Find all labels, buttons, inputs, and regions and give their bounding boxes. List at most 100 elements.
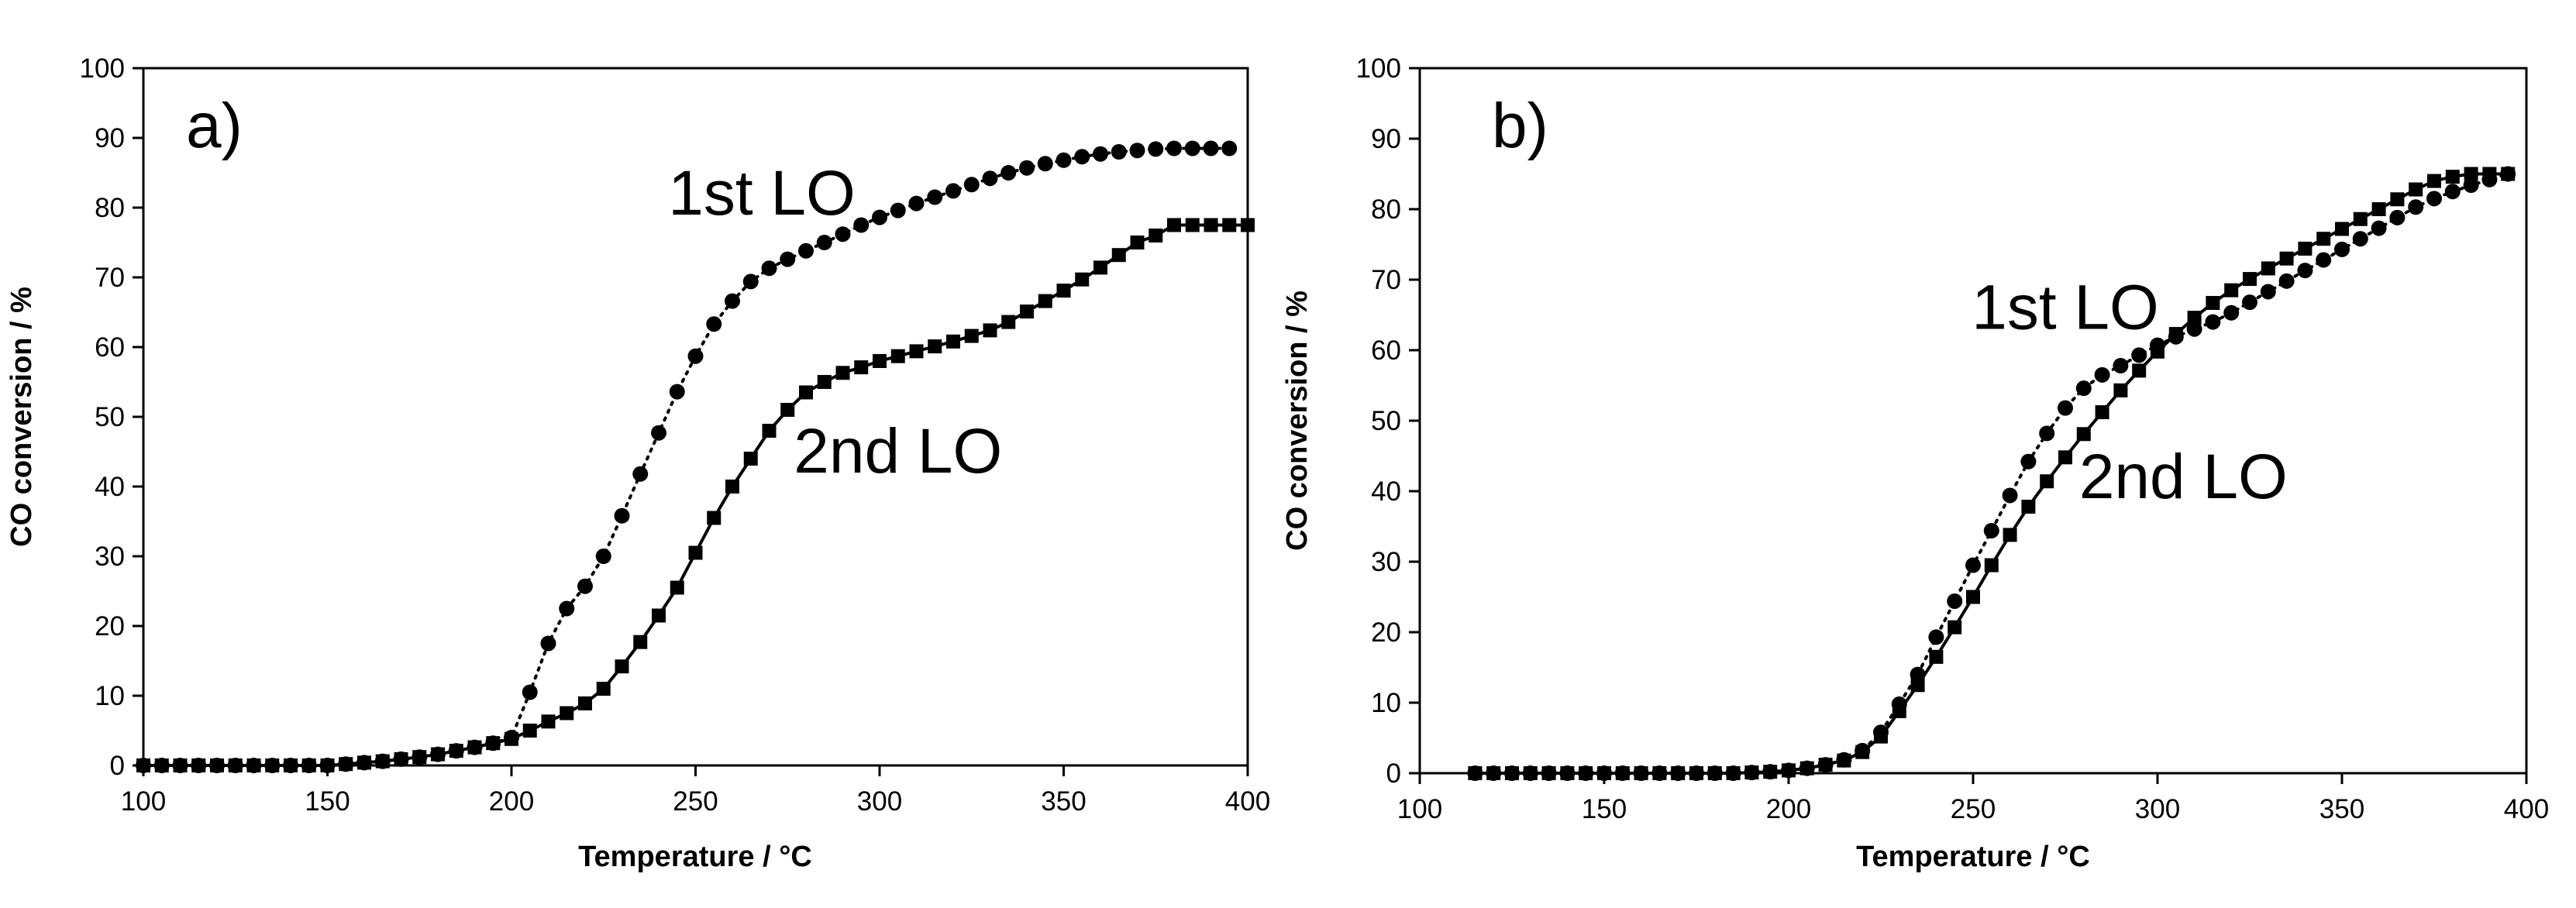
data-point-square [799,385,813,400]
series-annotation-a: 2nd LO [794,416,1002,487]
data-point-square [1001,315,1016,329]
y-tick-label-b: 10 [1371,688,1401,718]
data-point-square [2298,241,2313,256]
data-point-square [2353,212,2368,226]
series-annotation-a: 1st LO [668,158,856,229]
data-point-square [1929,649,1944,664]
data-point-circle [1148,141,1164,157]
data-point-circle [687,348,704,364]
data-point-circle [2223,304,2240,321]
data-point-square [2187,311,2202,325]
data-point-square [1799,761,1814,776]
data-point-square [1505,766,1519,780]
x-tick-label-b: 350 [2319,794,2364,824]
data-point-circle [2186,321,2202,337]
data-point-square [2409,182,2423,197]
data-point-square [449,744,463,758]
y-tick-label-b: 20 [1371,617,1401,648]
series-line-0-a [142,146,1231,767]
data-point-circle [1056,152,1072,168]
data-point-circle [614,507,630,524]
data-point-square [2261,261,2275,276]
data-point-square [431,747,445,762]
data-point-circle [522,684,538,700]
data-point-circle [2131,347,2147,363]
data-point-circle [1928,629,1944,645]
data-point-square [1634,766,1648,780]
data-point-square [301,758,316,772]
data-point-circle [1111,144,1127,160]
data-point-square [1075,272,1090,287]
data-point-circle [890,202,906,218]
data-point-circle [2278,273,2295,289]
data-point-circle [1983,522,1999,538]
data-point-circle [559,600,575,617]
data-point-square [2445,170,2460,184]
data-point-square [1541,766,1556,780]
data-point-circle [1000,165,1017,181]
data-point-square [835,366,850,380]
y-tick-label-b: 90 [1371,124,1401,154]
y-tick-label-b: 40 [1371,476,1401,507]
data-point-square [1782,763,1796,778]
data-point-square [2371,202,2386,216]
data-point-circle [2260,284,2276,300]
data-point-square [1241,218,1255,232]
data-point-square [2335,222,2349,236]
data-point-square [890,349,905,363]
data-point-square [2021,500,2036,514]
data-point-circle [761,260,777,277]
data-point-circle [1093,146,1108,162]
y-tick-label-b: 30 [1371,547,1401,577]
data-point-square [1837,753,1851,768]
data-point-square [1947,620,1962,635]
x-axis-title-a: Temperature / °C [578,841,812,873]
data-point-square [210,758,224,772]
x-tick-label-b: 200 [1766,794,1811,824]
data-point-square [154,758,169,772]
y-tick-label-a: 0 [110,751,125,781]
data-point-circle [2002,487,2018,504]
x-tick-label-b: 100 [1397,794,1442,824]
y-tick-label-b: 100 [1356,53,1401,84]
data-point-circle [2334,241,2350,257]
data-point-square [228,758,243,772]
data-point-circle [651,425,666,441]
series-second-lo-a [136,218,1255,772]
data-point-square [375,754,390,769]
data-point-circle [2075,380,2092,397]
data-point-square [615,659,629,674]
data-point-square [725,480,739,494]
data-point-square [1726,766,1741,780]
y-tick-label-b: 70 [1371,265,1401,295]
series-second-lo-b [1468,167,2516,780]
data-point-square [2390,192,2405,207]
data-point-circle [2297,263,2313,279]
y-axis-title-a: CO conversion / % [5,287,38,547]
data-point-square [1523,766,1538,780]
data-point-square [762,424,777,438]
data-point-square [357,755,371,770]
data-point-square [2040,474,2054,489]
x-tick-label-b: 300 [2135,794,2180,824]
data-point-square [505,731,518,746]
data-point-square [928,339,942,354]
x-tick-label-a: 150 [305,786,350,817]
chart-panel-a: a) Temperature / °C CO conversion / % 0 1… [5,53,1270,873]
data-point-square [1910,678,1925,693]
data-point-square [743,452,758,466]
data-point-circle [2020,453,2037,469]
y-axis-title-b: CO conversion / % [1281,291,1314,551]
data-point-square [1855,745,1870,759]
data-point-square [541,714,556,729]
panel-label-b: b) [1492,91,1548,161]
series-line-1-a [143,223,1248,767]
data-point-circle [835,226,851,242]
data-point-circle [945,183,961,199]
y-tick-label-a: 90 [95,123,125,153]
data-point-circle [2316,252,2332,268]
data-point-circle [1947,593,1963,609]
data-point-square [2076,427,2091,442]
data-point-square [1763,765,1778,779]
